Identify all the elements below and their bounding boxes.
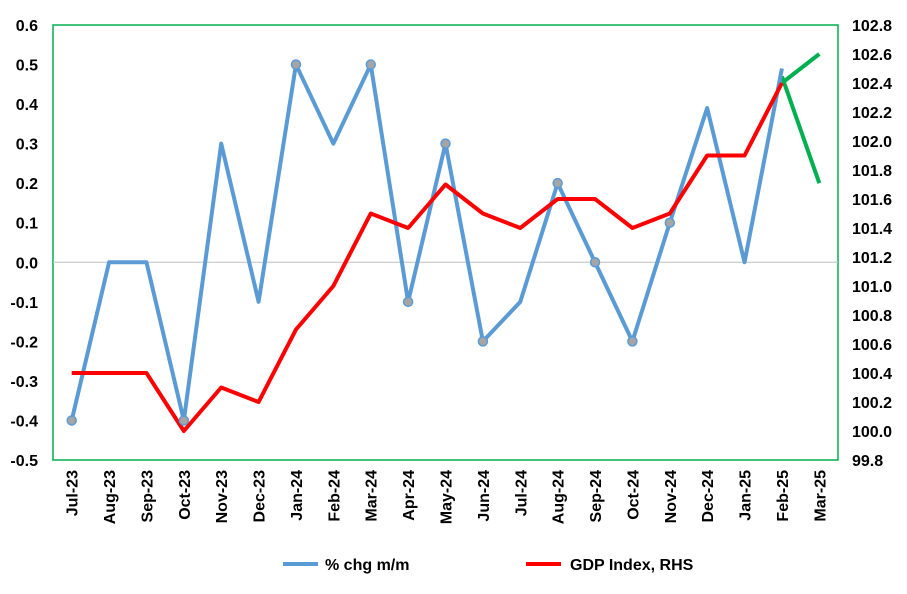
x-tick-label: May-24 — [439, 470, 456, 524]
right-tick-label: 102.0 — [852, 134, 892, 151]
data-point-pct-chg — [477, 336, 489, 347]
left-tick-label: 0.2 — [16, 176, 38, 193]
right-tick-label: 101.8 — [852, 163, 892, 180]
left-tick-label: 0.5 — [16, 58, 38, 75]
left-tick-label: -0.3 — [10, 374, 38, 391]
right-tick-label: 100.4 — [852, 366, 892, 383]
x-tick-label: Mar-25 — [812, 470, 829, 522]
data-point-pct-chg — [66, 415, 77, 426]
data-point-pct-chg — [440, 138, 451, 149]
left-tick-label: -0.2 — [10, 334, 38, 351]
right-tick-label: 101.0 — [852, 279, 892, 296]
x-tick-label: Feb-24 — [326, 470, 343, 522]
data-point-pct-chg — [664, 217, 676, 228]
left-tick-label: 0.3 — [16, 137, 38, 154]
x-tick-label: Apr-24 — [401, 470, 418, 521]
right-tick-label: 100.8 — [852, 308, 892, 325]
right-tick-label: 100.6 — [852, 337, 892, 354]
projection-pct-line — [780, 75, 822, 184]
right-tick-label: 101.4 — [852, 221, 892, 238]
left-tick-label: 0.6 — [16, 18, 38, 35]
data-point-pct-chg — [552, 177, 563, 189]
right-tick-label: 102.2 — [852, 105, 892, 122]
data-point-pct-chg — [589, 257, 601, 268]
right-axis-ticks: 102.8 102.6 102.4 102.2 102.0 101.8 101.6 101.4… — [852, 18, 892, 470]
x-tick-label: Nov-24 — [663, 470, 680, 523]
data-point-pct-chg — [290, 59, 302, 70]
left-tick-label: 0.0 — [16, 255, 38, 272]
x-tick-label: Feb-25 — [775, 470, 792, 522]
x-tick-label: Nov-23 — [214, 470, 231, 523]
series-line-gdp-index — [71, 82, 784, 433]
x-tick-label: Dec-24 — [700, 470, 717, 523]
x-tick-label: Aug-24 — [551, 470, 568, 524]
x-tick-label: Mar-24 — [364, 470, 381, 522]
x-tick-label: Jun-24 — [476, 470, 493, 522]
right-tick-label: 101.6 — [852, 192, 892, 209]
x-tick-label: Sep-24 — [588, 470, 605, 523]
x-tick-label: Dec-23 — [252, 470, 269, 523]
x-tick-label: Oct-24 — [625, 470, 642, 520]
legend-label-gdp-index: GDP Index, RHS — [570, 557, 694, 574]
right-tick-label: 99.8 — [852, 453, 883, 470]
right-tick-label: 101.2 — [852, 250, 892, 267]
left-tick-label: -0.1 — [10, 295, 38, 312]
x-tick-label: Jan-25 — [738, 470, 755, 521]
right-tick-label: 100.2 — [852, 395, 892, 412]
left-tick-label: 0.1 — [16, 216, 38, 233]
x-tick-label: Oct-23 — [177, 470, 194, 520]
right-tick-label: 100.0 — [852, 424, 892, 441]
right-tick-label: 102.8 — [852, 18, 892, 35]
legend: % chg m/m GDP Index, RHS — [283, 557, 694, 574]
x-axis-ticks: Jul-23 Aug-23 Sep-23 Oct-23 Nov-23 Dec-23 Jan-… — [65, 470, 830, 524]
right-tick-label: 102.4 — [852, 76, 892, 93]
data-point-pct-chg — [627, 336, 638, 347]
x-tick-label: Aug-23 — [102, 470, 119, 524]
left-axis-ticks: 0.6 0.5 0.4 0.3 0.2 0.1 0.0 -0.1 -0.2 -0.3 -0.4 -0.… — [10, 18, 38, 470]
projection-gdp-line — [780, 52, 821, 85]
data-point-pct-chg — [178, 415, 190, 426]
legend-label-pct-chg: % chg m/m — [325, 557, 409, 574]
data-point-pct-chg — [402, 296, 414, 308]
plot-area-border — [52, 24, 839, 461]
data-point-pct-chg — [365, 59, 376, 70]
left-tick-label: 0.4 — [16, 97, 38, 114]
right-tick-label: 102.6 — [852, 47, 892, 64]
x-tick-label: Jul-23 — [65, 470, 82, 516]
x-tick-label: Jul-24 — [513, 470, 530, 516]
series-layer — [66, 52, 822, 433]
x-tick-label: Jan-24 — [289, 470, 306, 521]
x-tick-label: Sep-23 — [139, 470, 156, 523]
series-line-pct-chg — [69, 62, 784, 423]
left-tick-label: -0.4 — [10, 413, 38, 430]
left-tick-label: -0.5 — [10, 453, 38, 470]
